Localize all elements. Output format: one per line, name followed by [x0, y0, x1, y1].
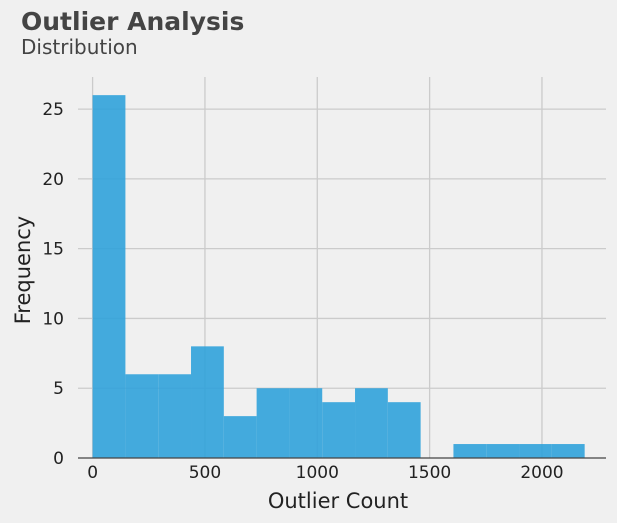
histogram-bar — [322, 402, 356, 458]
histogram-bar — [453, 444, 487, 458]
histogram-bar — [355, 388, 388, 458]
histogram-bar — [191, 346, 224, 458]
histogram-bar — [289, 388, 323, 458]
y-axis-ticks: 0 5 10 15 20 25 — [42, 100, 64, 469]
x-tick-label: 2000 — [520, 463, 563, 483]
histogram-bar — [158, 374, 192, 458]
x-tick-label: 1000 — [296, 463, 339, 483]
x-tick-label: 500 — [189, 463, 221, 483]
y-tick-label: 0 — [53, 449, 64, 469]
histogram-bar — [551, 444, 585, 458]
histogram-bar — [92, 95, 126, 459]
histogram-bar — [519, 444, 552, 458]
y-tick-label: 15 — [42, 240, 64, 260]
histogram-bar — [387, 402, 421, 458]
histogram-bars — [92, 95, 585, 459]
y-tick-label: 20 — [42, 170, 64, 190]
y-tick-label: 10 — [42, 309, 64, 329]
chart-title: Outlier Analysis — [21, 7, 244, 36]
y-axis-label: Frequency — [11, 216, 35, 325]
histogram-bar — [223, 416, 257, 458]
x-axis-ticks: 0 500 1000 1500 2000 — [87, 463, 563, 483]
y-tick-label: 5 — [53, 379, 64, 399]
x-tick-label: 0 — [87, 463, 98, 483]
chart-subtitle: Distribution — [21, 35, 138, 59]
histogram-bar — [486, 444, 520, 458]
x-tick-label: 1500 — [408, 463, 451, 483]
histogram-bar — [125, 374, 159, 458]
histogram-bar — [256, 388, 290, 458]
y-tick-label: 25 — [42, 100, 64, 120]
x-axis-label: Outlier Count — [268, 489, 408, 513]
